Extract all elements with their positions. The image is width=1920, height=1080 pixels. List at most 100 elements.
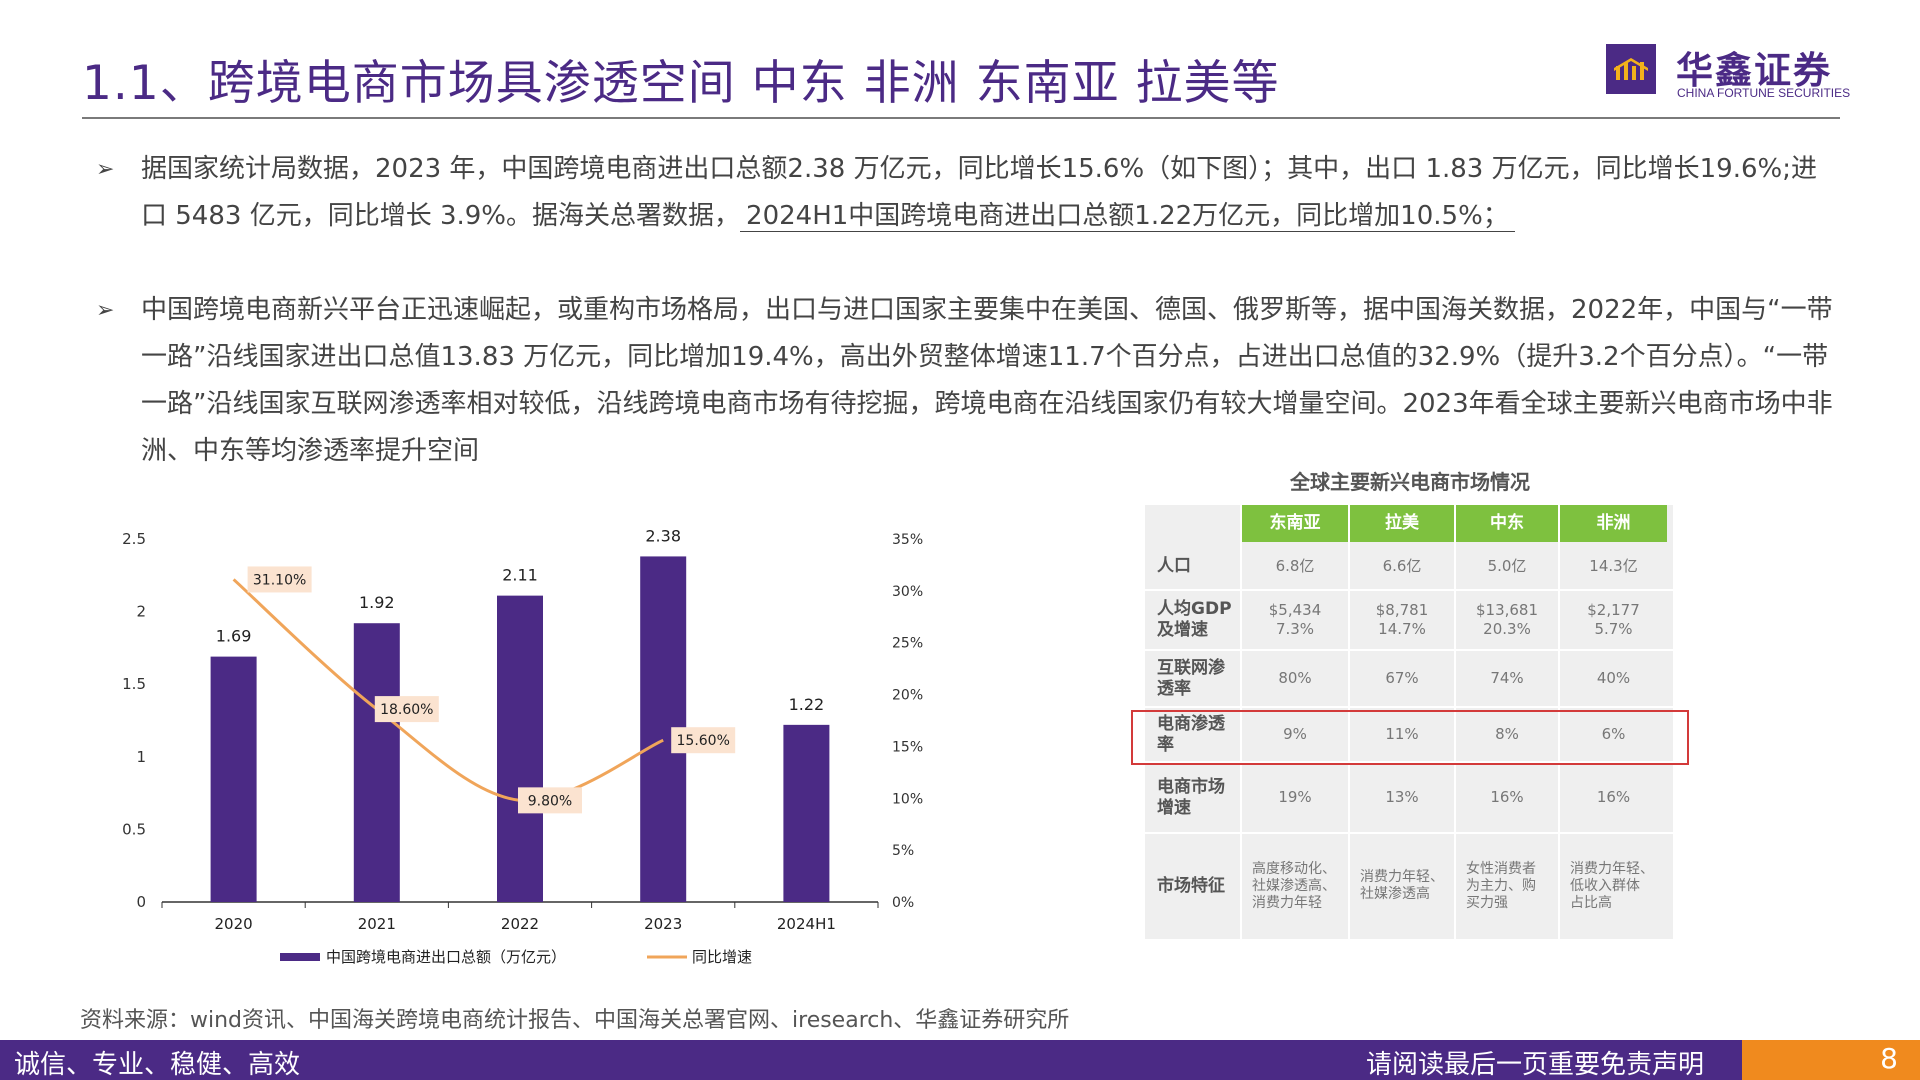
table-cell: 40% xyxy=(1596,669,1631,687)
table-cell: 80% xyxy=(1278,669,1312,687)
market-table: 东南亚 拉美 中东 非洲人口 6.8亿 6.6亿 5.0亿 14.3亿人均GDP 及增速 $5,… xyxy=(1145,505,1673,939)
table-cell: 5.0亿 xyxy=(1487,556,1527,575)
growth-label-box xyxy=(518,787,582,814)
bullet-arrow-icon: ➢ xyxy=(96,298,115,323)
table-cell: 6.6亿 xyxy=(1382,556,1422,575)
ecommerce-penetration-highlight-box xyxy=(1131,710,1689,765)
growth-rate-label: 9.80% xyxy=(528,793,572,809)
y-right-tick-label: 0% xyxy=(892,895,914,911)
growth-label-box xyxy=(671,727,736,754)
growth-rate-label: 18.60% xyxy=(380,702,433,718)
bar-value-label: 2.38 xyxy=(645,526,681,545)
table-cell: 74% xyxy=(1490,669,1524,687)
company-logo: 华鑫证券 CHINA FORTUNE SECURITIES xyxy=(1606,38,1850,102)
logo-english-name: CHINA FORTUNE SECURITIES xyxy=(1677,86,1851,100)
y-left-tick-label: 1.5 xyxy=(122,675,146,693)
table-row-label: 电商渗透 率 xyxy=(1157,713,1225,755)
growth-label-box xyxy=(247,566,312,593)
y-left-tick-label: 2.5 xyxy=(122,530,146,548)
bar-value-label: 1.92 xyxy=(359,593,395,612)
bar-value-label: 1.22 xyxy=(789,695,825,714)
y-right-tick-label: 15% xyxy=(892,739,923,755)
table-column-divider xyxy=(1240,505,1242,939)
table-column-header: 中东 xyxy=(1456,505,1558,542)
growth-label-box xyxy=(374,696,439,723)
bar-value-label: 1.69 xyxy=(216,627,252,646)
table-cell: 11% xyxy=(1385,725,1419,743)
table-cell: 19% xyxy=(1278,788,1312,806)
y-left-tick-label: 1 xyxy=(136,748,146,766)
bar xyxy=(497,595,543,902)
table-column-header: 非洲 xyxy=(1560,505,1667,542)
bullet-2-text: 中国跨境电商新兴平台正迅速崛起，或重构市场格局，出口与进口国家主要集中在美国、德… xyxy=(141,295,1833,466)
footer-slogan: 诚信、专业、稳健、高效 xyxy=(14,1050,301,1080)
y-right-tick-label: 5% xyxy=(892,843,914,859)
table-cell: 9% xyxy=(1283,725,1307,743)
x-category-label: 2024H1 xyxy=(777,915,836,933)
table-cell: $5,434 7.3% xyxy=(1268,601,1322,638)
table-cell: 消费力年轻、 低收入群体 占比高 xyxy=(1570,860,1654,911)
table-row-label: 人口 xyxy=(1157,555,1191,576)
legend-bar-label: 中国跨境电商进出口总额（万亿元） xyxy=(326,948,566,966)
table-cell: 13% xyxy=(1385,788,1419,806)
footer-bar: 诚信、专业、稳健、高效 请阅读最后一页重要免责声明 8 xyxy=(0,1040,1920,1080)
logo-mark-icon xyxy=(1606,44,1656,94)
bar xyxy=(210,656,257,902)
legend-bar-swatch xyxy=(280,953,320,961)
table-cell: 高度移动化、 社媒渗透高、 消费力年轻 xyxy=(1252,860,1336,911)
bullet-paragraph-1: ➢ 据国家统计局数据，2023 年，中国跨境电商进出口总额2.38 万亿元，同比… xyxy=(96,146,1836,240)
table-cell: 8% xyxy=(1495,725,1519,743)
logo-chinese-name: 华鑫证券 xyxy=(1676,49,1832,92)
table-row-label: 人均GDP 及增速 xyxy=(1157,599,1232,640)
table-column-divider xyxy=(1348,505,1350,939)
x-category-label: 2021 xyxy=(358,915,396,933)
growth-rate-line xyxy=(232,578,664,803)
table-row-label: 互联网渗 透率 xyxy=(1157,657,1225,699)
table-cell: 14.3亿 xyxy=(1589,556,1638,575)
x-category-label: 2020 xyxy=(215,915,253,933)
y-right-tick-label: 25% xyxy=(892,636,923,652)
x-category-label: 2022 xyxy=(501,915,539,933)
table-column-header: 东南亚 xyxy=(1242,505,1348,542)
table-row-divider xyxy=(1145,649,1673,651)
y-left-tick-label: 0 xyxy=(136,893,146,911)
page-number: 8 xyxy=(1880,1042,1898,1075)
table-row-label: 市场特征 xyxy=(1157,875,1225,896)
x-category-label: 2023 xyxy=(644,915,682,933)
y-right-tick-label: 20% xyxy=(892,688,923,704)
table-cell: 6% xyxy=(1601,725,1626,743)
table-cell: 16% xyxy=(1596,788,1631,806)
table-cell: 6.8亿 xyxy=(1275,556,1315,575)
table-row-divider xyxy=(1145,761,1673,763)
table-row-divider xyxy=(1145,589,1673,591)
table-cell: 女性消费者 为主力、购 买力强 xyxy=(1466,860,1536,911)
y-right-tick-label: 10% xyxy=(892,791,923,807)
bullet-1-text: 据国家统计局数据，2023 年，中国跨境电商进出口总额2.38 万亿元，同比增长… xyxy=(141,154,1817,231)
table-row-divider xyxy=(1145,706,1673,708)
bar-value-label: 2.11 xyxy=(502,566,538,585)
footer-page-block: 8 xyxy=(1742,1040,1920,1080)
footer-disclaimer: 请阅读最后一页重要免责声明 xyxy=(1366,1050,1705,1080)
table-cell: 67% xyxy=(1385,669,1419,687)
y-left-tick-label: 0.5 xyxy=(122,820,146,838)
table-cell: 消费力年轻、 社媒渗透高 xyxy=(1360,869,1444,902)
title-divider xyxy=(82,117,1840,119)
table-cell: 16% xyxy=(1490,788,1524,806)
page-title: 1.1、跨境电商市场具渗透空间 中东 非洲 东南亚 拉美等 xyxy=(82,56,1280,111)
table-row-divider xyxy=(1145,832,1673,834)
table-column-divider xyxy=(1454,505,1456,939)
table-row-label: 电商市场 增速 xyxy=(1157,776,1225,818)
bar xyxy=(783,724,830,902)
growth-rate-label: 31.10% xyxy=(253,572,306,588)
y-right-tick-label: 35% xyxy=(892,532,923,548)
y-right-tick-label: 30% xyxy=(892,584,923,600)
growth-rate-label: 15.60% xyxy=(677,733,730,749)
bar xyxy=(353,623,400,902)
bullet-1-underlined-text: 2024H1中国跨境电商进出口总额1.22万亿元，同比增加10.5%； xyxy=(740,201,1515,232)
bullet-arrow-icon: ➢ xyxy=(96,157,115,182)
legend-line-label: 同比增速 xyxy=(692,948,752,966)
table-column-header: 拉美 xyxy=(1350,505,1454,542)
y-left-tick-label: 2 xyxy=(136,603,146,621)
source-note: 资料来源：wind资讯、中国海关跨境电商统计报告、中国海关总署官网、iresea… xyxy=(80,1008,1070,1033)
cross-border-ecommerce-chart: 0 0.5 1 1.5 2 2.5 0% 5% 10% 15% 20% 25% 30% 35% 1.69 1.… xyxy=(122,526,923,966)
